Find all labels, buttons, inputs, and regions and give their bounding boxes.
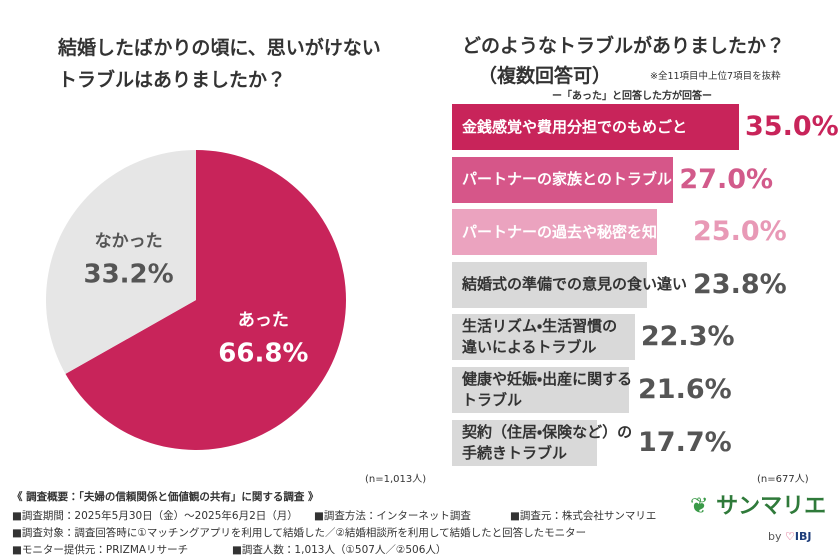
- pie-chart: あった 66.8% なかった 33.2%: [45, 150, 346, 450]
- bar-label: パートナーの家族とのトラブル: [462, 170, 672, 189]
- footer-item: ■調査人数：1,013人（①507人／②506人）: [232, 544, 447, 556]
- footer-item: ■調査方法：インターネット調査: [314, 510, 471, 522]
- title-line: トラブルはありましたか？: [58, 69, 287, 91]
- bar-label: 契約（住居・保険など）の 手続きトラブル: [462, 422, 633, 462]
- note: ※全11項目中上位7項目を抜粋: [650, 71, 781, 82]
- value-label: 23.8%: [693, 268, 787, 300]
- value-label: 25.0%: [693, 216, 787, 248]
- pie-slice: [65, 150, 346, 450]
- footer-heading: 《 調査概要：「夫婦の信頼関係と価値観の共有」に関する調査 》: [12, 491, 319, 503]
- slice-value: 33.2%: [84, 260, 174, 290]
- footer-item: ■調査期間：2025年5月30日（金）〜2025年6月2日（月）: [12, 510, 298, 522]
- bar-title: どのようなトラブルがありましたか？: [462, 35, 786, 57]
- footer-item: ■調査対象：調査回答時に①マッチングアプリを利用して結婚した／②結婚相談所を利用…: [12, 527, 587, 539]
- value-label: 21.6%: [638, 374, 732, 405]
- bar-label: 健康や妊娠・出産に関する トラブル: [462, 370, 633, 409]
- sample-size: (n=677人): [757, 474, 809, 485]
- value-label: 27.0%: [679, 163, 774, 195]
- bar-label: パートナーの過去や秘密を知った: [462, 222, 688, 241]
- bar-title: （複数回答可）: [478, 65, 612, 87]
- pie-title: 結婚したばかりの頃に、思いがけない トラブルはありましたか？: [58, 32, 381, 96]
- logo: ❦ サンマリエ: [690, 494, 827, 519]
- bar: [452, 419, 598, 466]
- bar: [452, 209, 657, 256]
- bar: [452, 104, 739, 150]
- bar: [452, 261, 648, 308]
- footer-item: ■調査元：株式会社サンマリエ: [510, 510, 657, 522]
- value-label: 17.7%: [638, 426, 732, 458]
- footer-item: ■モニター提供元：PRIZMAリサーチ: [12, 544, 189, 556]
- brand: IBJ: [794, 530, 812, 543]
- value-label: 22.3%: [640, 321, 735, 353]
- subtitle: ー「あった」と回答した方が回答ー: [552, 91, 712, 102]
- logo-by: by ♡IBJ: [768, 530, 812, 543]
- bar-label: 結婚式の準備での意見の食い違い: [462, 275, 688, 294]
- slice-label: あった: [238, 310, 289, 330]
- bar-label: 金銭感覚や費用分担でのもめごと: [462, 117, 688, 136]
- value-label: 35.0%: [745, 111, 839, 142]
- slice-value: 66.8%: [218, 338, 308, 368]
- bar-label: 生活リズム・生活習慣の 違いによるトラブル: [462, 317, 618, 357]
- pie-slice: [45, 150, 196, 374]
- bar: [452, 314, 635, 361]
- title-line: 結婚したばかりの頃に、思いがけない: [58, 37, 381, 59]
- by: by: [768, 530, 782, 543]
- slice-label: なかった: [95, 232, 163, 252]
- sample-size: (n=1,013人): [365, 474, 427, 485]
- logo-text: サンマリエ: [716, 494, 827, 519]
- bar: [452, 156, 674, 203]
- bar: [452, 367, 630, 413]
